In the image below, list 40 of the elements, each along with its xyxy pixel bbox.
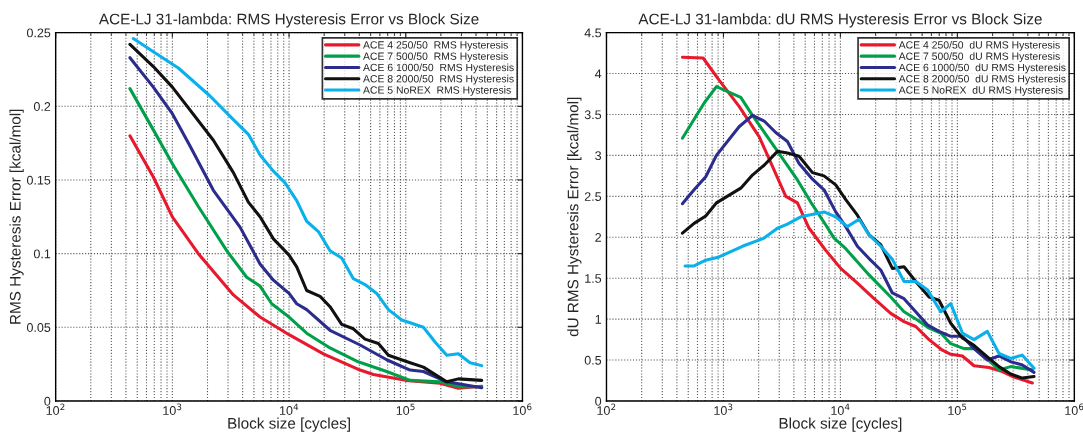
legend-label: ACE 8 2000/50 RMS Hysteresis	[363, 74, 514, 85]
y-tick-label: 1.5	[585, 274, 602, 283]
y-tick-label: 0.25	[26, 28, 51, 38]
y-tick-label: 3.5	[584, 110, 602, 120]
x-tick-label: 10$^{6}$	[1065, 403, 1083, 415]
y-tick-label: 1	[595, 315, 602, 324]
y-tick-label: 0.2	[33, 102, 51, 111]
y-tick-label: 4.5	[584, 28, 602, 38]
legend-label: ACE 5 NoREX dU RMS Hysteresis	[898, 86, 1063, 96]
x-tick-label: 10$^{5}$	[948, 403, 967, 415]
y-tick-label: 0.5	[584, 355, 602, 365]
legend-label: ACE 4 250/50 RMS Hysteresis	[363, 40, 508, 51]
legend-label: ACE 8 2000/50 dU RMS Hysteresis	[898, 74, 1066, 85]
legend-label: ACE 5 NoREX RMS Hysteresis	[363, 86, 511, 96]
y-tick-label: 3	[595, 151, 602, 161]
chart-title: ACE-LJ 31-lambda: dU RMS Hysteresis Error vs Block Size	[638, 13, 1042, 28]
legend-label: ACE 6 1000/50 dU RMS Hysteresis	[898, 63, 1066, 74]
x-tick-label: 10$^{6}$	[513, 403, 532, 415]
x-tick-label: 10$^{4}$	[831, 403, 850, 415]
x-axis-title: Block size [cycles]	[228, 417, 350, 432]
x-axis-title: Block size [cycles]	[779, 417, 902, 432]
legend-label: ACE 4 250/50 dU RMS Hysteresis	[898, 40, 1060, 51]
y-axis-title: RMS Hysteresis Error [kcal/mol]	[9, 109, 24, 324]
y-tick-label: 0.15	[26, 175, 51, 185]
x-tick-label: 10$^{4}$	[280, 403, 299, 415]
y-tick-label: 2.5	[584, 192, 602, 201]
legend-label: ACE 6 1000/50 RMS Hysteresis	[363, 63, 514, 74]
y-tick-label: 0	[595, 396, 602, 406]
x-tick-label: 10$^{5}$	[396, 403, 415, 415]
legend-label: ACE 7 500/50 RMS Hysteresis	[363, 52, 508, 62]
y-axis-title: dU RMS Hysteresis Error [kcal/mol]	[567, 97, 582, 337]
y-tick-label: 0	[44, 396, 51, 406]
x-tick-label: 10$^{3}$	[163, 403, 182, 415]
y-tick-label: 0.1	[33, 249, 51, 259]
chart-title: ACE-LJ 31-lambda: RMS Hysteresis Error vs Block Size	[98, 13, 479, 28]
y-tick-label: 4	[594, 69, 602, 79]
x-tick-label: 10$^{3}$	[714, 403, 733, 415]
legend-label: ACE 7 500/50 dU RMS Hysteresis	[898, 52, 1060, 62]
y-tick-label: 0.05	[26, 323, 51, 332]
y-tick-label: 2	[595, 233, 601, 242]
